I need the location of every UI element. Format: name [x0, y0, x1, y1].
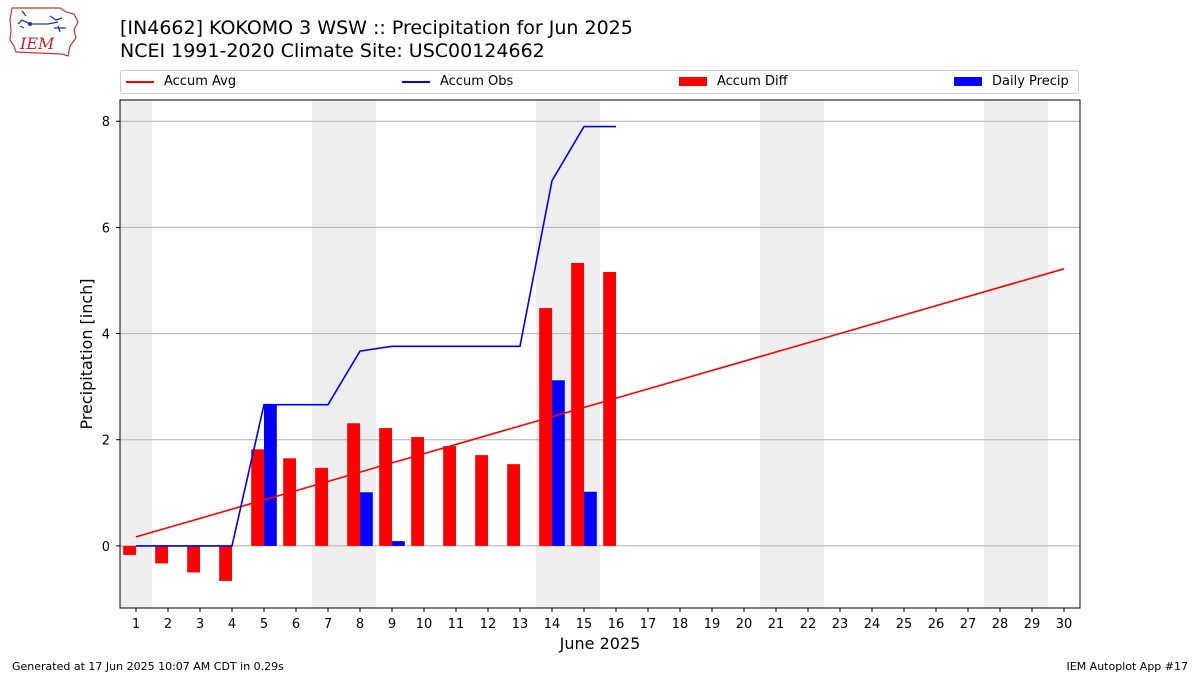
legend-swatch [679, 77, 707, 86]
iem-logo: IEM [8, 6, 80, 58]
x-tick-label: 5 [260, 617, 268, 632]
x-tick-label: 22 [800, 617, 817, 632]
x-tick-label: 8 [356, 617, 364, 632]
legend-label: Accum Obs [440, 74, 514, 89]
x-tick-label: 1 [132, 617, 140, 632]
x-tick-label: 26 [928, 617, 945, 632]
x-tick-label: 29 [1024, 617, 1041, 632]
legend-item-daily-precip: Daily Precip [954, 74, 1069, 89]
accum-diff-bar [411, 437, 424, 546]
daily-precip-bar [264, 404, 277, 546]
accum-diff-bar [507, 464, 520, 546]
legend-swatch [126, 80, 154, 83]
accum-diff-bar [571, 262, 584, 546]
accum-diff-bar [539, 308, 552, 546]
plot-frame [119, 99, 1081, 609]
y-axis-label: Precipitation [inch] [77, 278, 96, 429]
accum-diff-bar [315, 467, 328, 546]
legend-item-accum-diff: Accum Diff [679, 74, 788, 89]
accum-avg-line [135, 268, 1065, 538]
y-tick-label: 0 [102, 540, 110, 555]
legend-label: Accum Avg [164, 74, 237, 89]
legend-swatch [954, 77, 982, 86]
accum-diff-bar [475, 455, 488, 546]
x-tick-label: 9 [388, 617, 396, 632]
footer-app: IEM Autoplot App #17 [1066, 660, 1189, 673]
accum-diff-bar [155, 545, 168, 564]
daily-precip-bar [360, 492, 373, 546]
footer-generated: Generated at 17 Jun 2025 10:07 AM CDT in… [12, 660, 284, 673]
chart-title: [IN4662] KOKOMO 3 WSW :: Precipitation f… [120, 17, 633, 39]
accum-diff-bar [603, 271, 616, 546]
x-tick-label: 20 [736, 617, 753, 632]
y-tick-label: 4 [102, 328, 110, 343]
daily-precip-bar [392, 541, 405, 546]
x-tick-label: 25 [896, 617, 913, 632]
x-tick-label: 13 [512, 617, 529, 632]
x-tick-label: 14 [544, 617, 561, 632]
x-tick-label: 16 [608, 617, 625, 632]
x-tick-label: 7 [324, 617, 332, 632]
accum-diff-bar [379, 428, 392, 546]
x-tick-label: 6 [292, 617, 300, 632]
daily-precip-bar [584, 491, 597, 546]
iowa-state-outline-icon: IEM [9, 7, 79, 57]
x-tick-label: 18 [672, 617, 689, 632]
accum-diff-bar [347, 423, 360, 546]
legend-label: Accum Diff [717, 74, 788, 89]
x-tick-label: 4 [228, 617, 236, 632]
x-tick-label: 30 [1056, 617, 1073, 632]
x-tick-label: 2 [164, 617, 172, 632]
x-tick-label: 11 [448, 617, 465, 632]
weekend-shade [120, 100, 152, 608]
x-tick-label: 12 [480, 617, 497, 632]
legend-item-accum-avg: Accum Avg [126, 74, 236, 89]
accum-diff-bar [251, 449, 264, 546]
svg-text:IEM: IEM [19, 34, 55, 53]
x-tick-label: 28 [992, 617, 1009, 632]
legend-label: Daily Precip [992, 74, 1069, 89]
x-tick-label: 24 [864, 617, 881, 632]
chart-subtitle: NCEI 1991-2020 Climate Site: USC00124662 [120, 40, 545, 62]
accum-diff-bar [443, 446, 456, 546]
legend-swatch [402, 80, 430, 83]
x-tick-label: 23 [832, 617, 849, 632]
x-tick-label: 27 [960, 617, 977, 632]
weekend-shade [984, 100, 1048, 608]
x-tick-label: 19 [704, 617, 721, 632]
accum-obs-line [136, 125, 616, 547]
accum-diff-bar [219, 545, 232, 581]
x-tick-label: 21 [768, 617, 785, 632]
daily-precip-bar [552, 380, 565, 546]
accum-diff-bar [283, 458, 296, 546]
accum-diff-bar [123, 545, 136, 555]
accum-diff-bar [187, 545, 200, 573]
x-tick-label: 15 [576, 617, 593, 632]
y-tick-label: 6 [102, 221, 110, 236]
x-tick-label: 10 [416, 617, 433, 632]
y-tick-label: 8 [102, 115, 110, 130]
legend-item-accum-obs: Accum Obs [402, 74, 513, 89]
legend: Accum Avg Accum Obs Accum Diff Daily Pre… [120, 70, 1079, 94]
x-tick-label: 17 [640, 617, 657, 632]
x-axis-label: June 2025 [559, 634, 641, 653]
y-tick-label: 2 [102, 434, 110, 449]
x-tick-label: 3 [196, 617, 204, 632]
